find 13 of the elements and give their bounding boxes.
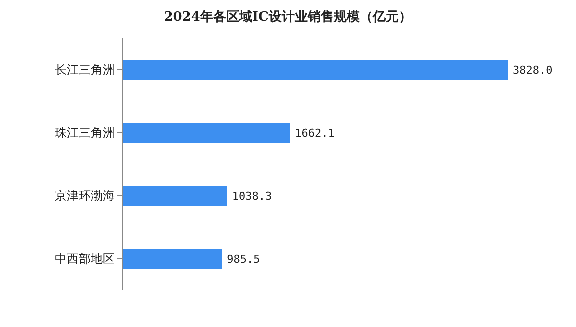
y-tick-label: 珠江三角洲	[55, 126, 115, 140]
bar	[123, 60, 508, 80]
bar	[123, 123, 290, 143]
data-label: 1662.1	[295, 126, 335, 140]
y-tick-label: 长江三角洲	[55, 62, 115, 77]
bar	[123, 186, 228, 206]
bar	[123, 249, 222, 269]
y-tick-label: 中西部地区	[55, 252, 115, 266]
data-label: 1038.3	[232, 190, 272, 203]
chart-title: 2024年各区域IC设计业销售规模（亿元）	[163, 9, 413, 27]
y-tick-label: 京津环渤海	[55, 188, 115, 203]
data-label: 985.5	[227, 252, 260, 266]
data-label: 3828.0	[513, 64, 553, 77]
